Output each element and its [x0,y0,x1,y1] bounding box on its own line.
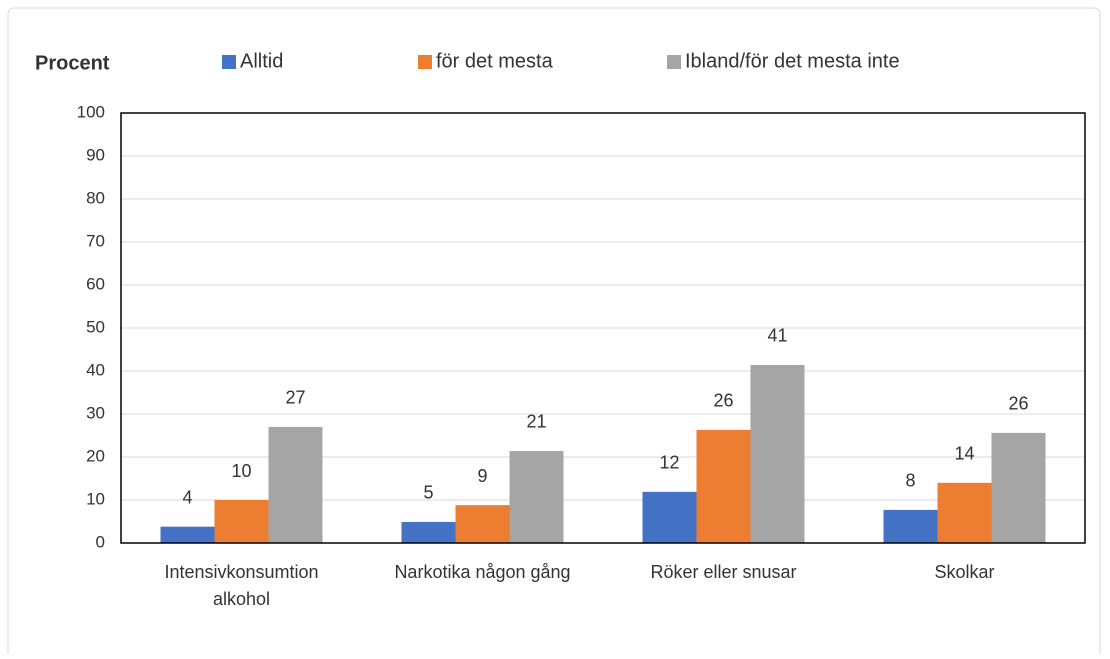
y-tick-label: 70 [86,231,105,250]
bar [160,526,215,543]
bar [455,505,510,543]
x-tick-label: Intensivkonsumtion alkohol [164,562,318,609]
y-tick-label: 90 [86,145,105,164]
bar [268,426,323,543]
bar [509,450,564,543]
y-tick-label: 10 [86,489,105,508]
data-label: 10 [231,461,251,481]
data-label: 4 [182,487,192,507]
chart-frame [7,7,1101,659]
data-label: 5 [423,483,433,503]
bar [214,500,269,543]
bar [991,432,1046,543]
data-label: 27 [285,388,305,408]
data-label: 12 [659,453,679,473]
y-tick-label: 60 [86,274,105,293]
bar [937,482,992,543]
y-tick-label: 50 [86,317,105,336]
data-label: 9 [477,466,487,486]
legend-swatch [418,55,432,69]
y-tick-label: 100 [77,102,105,121]
x-tick-label: Röker eller snusar [650,562,796,582]
y-tick-label: 40 [86,360,105,379]
y-tick-label: 20 [86,446,105,465]
y-tick-label: 30 [86,403,105,422]
bar [883,509,938,543]
x-tick-label: Narkotika någon gång [394,562,570,582]
y-axis-label: Procent [35,52,110,74]
x-tick-label: Skolkar [934,562,994,582]
bar [401,521,456,543]
legend-swatch [222,55,236,69]
y-tick-label: 0 [96,532,105,551]
legend-swatch [667,55,681,69]
data-label: 14 [954,444,974,464]
data-label: 41 [767,326,787,346]
legend-label: Alltid [240,50,283,72]
legend-label: Ibland/för det mesta inte [685,50,900,72]
data-label: 8 [905,471,915,491]
bar [750,364,805,543]
legend-label: för det mesta [436,50,554,72]
data-label: 26 [713,391,733,411]
bar [642,491,697,543]
data-label: 21 [526,412,546,432]
bar [696,429,751,543]
plot-border [120,112,1086,544]
data-label: 26 [1008,394,1028,414]
y-tick-label: 80 [86,188,105,207]
